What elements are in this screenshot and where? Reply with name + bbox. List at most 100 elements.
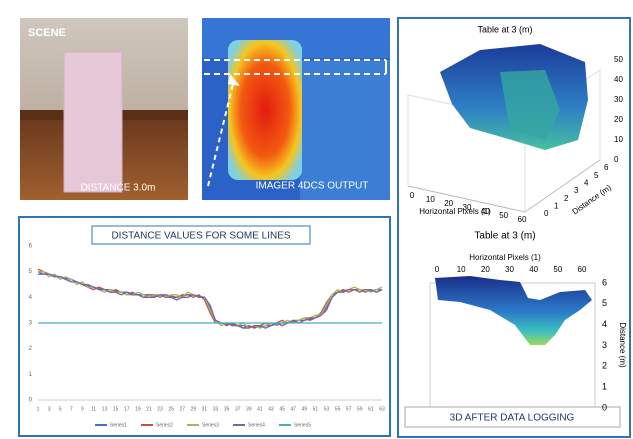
tick-label: 0	[410, 191, 415, 200]
tick-label: 60	[518, 215, 527, 224]
tick-label: 0	[602, 402, 607, 412]
series-line	[37, 268, 383, 329]
x-tick-label: 33	[213, 406, 219, 412]
x-tick-label: 9	[81, 406, 84, 412]
x-tick-label: 31	[202, 406, 208, 412]
tick-label: 30	[505, 265, 514, 274]
tick-label: 10	[426, 195, 435, 204]
tick-label: 30	[614, 95, 623, 104]
tick-label: 50	[614, 55, 623, 64]
x-tick-label: 61	[368, 406, 374, 412]
x-tick-label: 55	[335, 406, 341, 412]
tick-label: 0	[435, 265, 440, 274]
tick-label: 1	[602, 382, 607, 392]
tick-label: 3	[602, 340, 607, 350]
y-tick-label: 0	[29, 398, 33, 404]
tick-label: 6	[604, 163, 609, 172]
chart-panel	[18, 216, 391, 437]
x-tick-label: 21	[146, 406, 152, 412]
x-tick-label: 13	[102, 406, 108, 412]
x-tick-label: 27	[179, 406, 185, 412]
scene-title: SCENE	[28, 27, 66, 39]
plot3d-top-xlabel: Horizontal Pixels (1)	[419, 207, 491, 216]
tick-label: 10	[614, 135, 623, 144]
tick-label: 6	[602, 277, 607, 287]
x-tick-label: 43	[268, 406, 274, 412]
tick-label: 20	[481, 265, 490, 274]
scene-photo	[20, 18, 188, 200]
x-tick-label: 49	[302, 406, 308, 412]
plot3d-top-surface	[407, 44, 601, 213]
plot3d-top-title: Table at 3 (m)	[477, 24, 532, 34]
x-tick-label: 35	[224, 406, 230, 412]
x-tick-label: 47	[290, 406, 296, 412]
y-tick-label: 5	[29, 269, 33, 275]
tick-label: 50	[553, 265, 562, 274]
right-panel	[397, 17, 631, 438]
x-tick-label: 7	[70, 406, 73, 412]
tick-label: 5	[602, 298, 607, 308]
tick-label: 50	[499, 211, 508, 220]
tick-label: 0	[544, 209, 549, 218]
plot3d-bottom-xlabel: Horizontal Pixels (1)	[469, 253, 541, 262]
tick-label: 60	[578, 265, 587, 274]
y-tick-label: 4	[29, 295, 33, 301]
tick-label: 10	[457, 265, 466, 274]
x-tick-label: 63	[379, 406, 385, 412]
tick-label: 2	[564, 194, 569, 203]
caption: 3D AFTER DATA LOGGING	[450, 413, 575, 424]
plot3d-bottom-ylabel: Distance (m)	[618, 322, 627, 368]
legend-label: Series4	[248, 422, 265, 428]
x-tick-label: 1	[37, 406, 40, 412]
tick-label: 40	[529, 265, 538, 274]
x-tick-label: 3	[48, 406, 51, 412]
x-tick-label: 5	[59, 406, 62, 412]
x-tick-label: 29	[191, 406, 197, 412]
tick-label: 40	[481, 207, 490, 216]
x-tick-label: 15	[113, 406, 119, 412]
x-tick-label: 41	[257, 406, 263, 412]
x-tick-label: 57	[346, 406, 352, 412]
tick-label: 30	[463, 203, 472, 212]
tick-label: 20	[444, 199, 453, 208]
tick-label: 3	[574, 186, 579, 195]
legend-label: Series3	[202, 422, 219, 428]
legend-label: Series2	[156, 422, 173, 428]
tick-label: 40	[614, 75, 623, 84]
tick-label: 4	[602, 319, 607, 329]
series-line	[38, 273, 383, 329]
x-tick-label: 19	[135, 406, 141, 412]
x-tick-label: 11	[91, 406, 96, 412]
x-tick-label: 59	[357, 406, 363, 412]
x-tick-label: 17	[124, 406, 130, 412]
x-tick-label: 39	[246, 406, 252, 412]
chart-title: DISTANCE VALUES FOR SOME LINES	[111, 231, 290, 242]
plot3d-bottom-surface	[429, 276, 596, 409]
imager-image	[202, 18, 390, 200]
y-tick-label: 1	[29, 372, 33, 378]
y-tick-label: 6	[29, 244, 33, 250]
x-tick-label: 25	[168, 406, 174, 412]
legend-label: Series5	[294, 422, 311, 428]
plot3d-bottom-title: Table at 3 (m)	[474, 231, 535, 242]
legend-label: Series1	[110, 422, 127, 428]
tick-label: 1	[554, 201, 559, 210]
tick-label: 5	[594, 171, 599, 180]
tick-label: 0	[614, 155, 619, 164]
x-tick-label: 53	[324, 406, 330, 412]
caption-box	[404, 406, 621, 428]
tick-label: 2	[602, 361, 607, 371]
tick-label: 4	[584, 178, 589, 187]
x-tick-label: 51	[313, 406, 319, 412]
tick-label: 20	[614, 115, 623, 124]
x-tick-label: 23	[157, 406, 163, 412]
chart-title-box	[91, 225, 311, 245]
x-tick-label: 45	[279, 406, 285, 412]
scene-caption: DISTANCE 3.0m	[81, 183, 156, 194]
x-tick-label: 37	[235, 406, 241, 412]
y-tick-label: 3	[29, 321, 33, 327]
imager-caption: IMAGER 4DCS OUTPUT	[256, 181, 369, 192]
y-tick-label: 2	[29, 346, 33, 352]
